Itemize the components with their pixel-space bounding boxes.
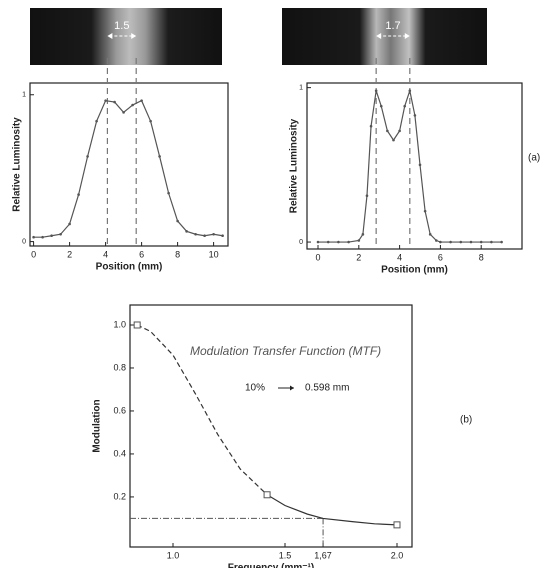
data-point — [149, 119, 152, 123]
x-tick-label: 8 — [175, 249, 180, 259]
y-tick-label: 0.8 — [113, 362, 126, 372]
chart-title: Modulation Transfer Function (MTF) — [190, 344, 381, 358]
data-point — [337, 240, 340, 244]
data-point — [122, 111, 125, 114]
annotation: 1.7 — [385, 20, 400, 32]
data-point — [449, 240, 452, 244]
data-point — [326, 240, 330, 244]
x-tick-label: 2 — [356, 252, 361, 262]
data-point — [398, 129, 401, 133]
data-point — [403, 104, 407, 108]
annotation: 1.5 — [114, 20, 129, 32]
series-line — [266, 494, 398, 526]
plot-frame — [306, 82, 523, 250]
data-point — [490, 240, 493, 244]
y-tick-label: 1.0 — [113, 319, 126, 329]
data-point — [158, 155, 161, 158]
data-point — [194, 232, 197, 236]
x-tick-label: 0 — [31, 249, 36, 259]
data-point — [185, 230, 188, 233]
data-point — [32, 235, 35, 239]
data-point — [500, 240, 503, 244]
data-point — [357, 239, 361, 242]
x-tick-label: 2 — [67, 249, 72, 259]
data-point — [393, 521, 401, 529]
x-tick-label: 8 — [479, 252, 484, 262]
data-point — [361, 233, 365, 236]
data-point — [374, 89, 378, 93]
y-tick-label: 0.2 — [113, 491, 126, 501]
data-point — [104, 99, 107, 102]
data-point — [469, 240, 473, 244]
data-point — [459, 240, 463, 244]
data-point — [386, 129, 389, 133]
y-axis-label: Relative Luminosity — [289, 118, 300, 213]
data-point — [379, 104, 383, 108]
panel-label: (a) — [528, 153, 540, 164]
x-axis-label: Position (mm) — [96, 262, 163, 273]
x-tick-label: 6 — [139, 249, 144, 259]
plot-frame — [129, 304, 413, 548]
x-axis-label: Frequency (mm⁻¹) — [228, 563, 314, 568]
data-point — [113, 100, 116, 104]
x-tick-label: 4 — [397, 252, 402, 262]
y-tick-label: 0 — [22, 238, 26, 245]
x-tick-label: 6 — [438, 252, 443, 262]
data-point — [131, 103, 134, 107]
x-tick-label: 1,67 — [314, 550, 332, 560]
x-tick-label: 4 — [103, 249, 108, 259]
y-axis-label: Modulation — [92, 399, 103, 452]
y-axis-label: Relative Luminosity — [12, 117, 23, 212]
y-tick-label: 0 — [299, 239, 303, 246]
data-point — [479, 240, 483, 244]
data-point — [77, 193, 80, 196]
x-tick-label: 2.0 — [391, 550, 404, 560]
data-point — [347, 240, 350, 244]
series-line — [136, 324, 268, 496]
panel-label: (b) — [460, 415, 472, 426]
data-point — [140, 99, 143, 102]
x-tick-label: 1.5 — [279, 550, 292, 560]
annotation: 10% — [245, 383, 265, 394]
x-tick-label: 10 — [209, 249, 219, 259]
data-point — [41, 235, 44, 239]
data-point — [408, 89, 412, 93]
plot-frame — [29, 82, 229, 247]
arrow-head — [290, 385, 294, 391]
data-point — [133, 321, 141, 329]
data-point — [95, 119, 98, 123]
y-tick-label: 1 — [22, 92, 26, 99]
y-tick-label: 0.6 — [113, 405, 126, 415]
data-point — [365, 194, 369, 198]
data-point — [369, 124, 373, 128]
data-point — [428, 233, 432, 236]
data-point — [221, 234, 224, 238]
annotation: 0.598 mm — [305, 383, 349, 394]
data-point — [423, 209, 427, 213]
data-point — [59, 232, 62, 236]
data-point — [435, 239, 438, 242]
data-point — [50, 234, 53, 238]
x-tick-label: 1.0 — [167, 550, 180, 560]
data-point — [439, 240, 442, 244]
data-point — [212, 232, 215, 236]
data-point — [167, 191, 170, 195]
series-line — [33, 99, 223, 238]
data-point — [413, 114, 417, 117]
data-point — [176, 219, 179, 223]
y-tick-label: 0.4 — [113, 448, 126, 458]
x-axis-label: Position (mm) — [381, 265, 448, 276]
data-point — [316, 240, 320, 244]
data-point — [68, 222, 71, 226]
data-point — [418, 163, 422, 167]
y-tick-label: 1 — [299, 84, 303, 91]
data-point — [203, 234, 206, 238]
x-tick-label: 0 — [316, 252, 321, 262]
data-point — [263, 491, 271, 499]
data-point — [86, 155, 89, 158]
data-point — [392, 138, 395, 142]
